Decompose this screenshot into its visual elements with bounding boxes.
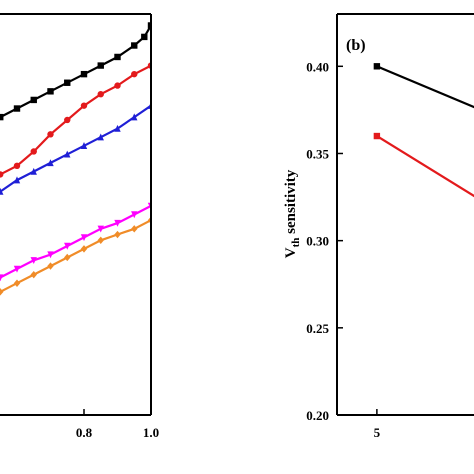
- panel-a-series-1-point: [30, 96, 37, 104]
- panel-a-series-2-point: [30, 148, 37, 155]
- panel-a-series-4-point: [131, 211, 138, 219]
- panel-a-frame: [0, 13, 152, 416]
- panel-a-series-3-point: [30, 167, 37, 175]
- panel-a-series-3-point: [80, 142, 88, 149]
- panel-a-series-5-point: [30, 270, 37, 279]
- panel-a-series-4-line: [0, 204, 151, 279]
- panel-b-frame: [336, 13, 474, 416]
- panel-a-series-1-point: [13, 105, 21, 112]
- panel-a-series-4-point: [114, 219, 121, 227]
- panel-a-series-4-point: [13, 265, 21, 273]
- panel-a-series-5-point: [13, 279, 21, 287]
- panel-a-series-1-point: [114, 53, 121, 61]
- panel-a-series-1-point: [131, 42, 138, 49]
- panel-a-series-5-point: [0, 288, 4, 296]
- panel-a-series-4-point: [47, 251, 54, 259]
- panel-a-series-5-point: [114, 230, 121, 239]
- panel-a-series-1-point: [141, 33, 148, 41]
- panel-a-series-1-point: [0, 113, 4, 121]
- panel-b-series-1-line: [376, 65, 474, 109]
- panel-a-series-4-point: [80, 234, 88, 242]
- panel-a-series-2-point: [0, 171, 4, 178]
- panel-a-series-3-point: [114, 124, 121, 132]
- panel-b-y-tick-label: 0.30: [306, 234, 329, 249]
- panel-a-series-3-point: [64, 150, 71, 158]
- panel-b-series: [373, 63, 474, 198]
- panel-a-series-2-point: [64, 116, 71, 124]
- panel-a-series-4-point: [64, 242, 71, 250]
- panel-a-series: [0, 22, 151, 296]
- panel-a-series-5-point: [47, 262, 54, 270]
- panel-b-y-ticks: 0.20 0.25 0.30 0.35 0.40: [306, 59, 343, 423]
- panel-a-series-2-point: [97, 91, 104, 98]
- panel-a-series-5-point: [80, 245, 88, 253]
- panel-b-y-tick-label: 0.35: [306, 146, 329, 161]
- panel-a-series-1-point: [64, 79, 71, 86]
- panel-a-series-2-point: [13, 162, 21, 170]
- panel-b-series-2-line: [376, 135, 474, 198]
- panel-a-series-1-point: [147, 22, 151, 29]
- panel-a-series-2-point: [47, 131, 54, 138]
- panel-a-series-2-point: [131, 70, 138, 78]
- panel-a-series-2-line: [0, 64, 151, 176]
- panel-b-y-axis-title: Vth sensitivity: [283, 169, 302, 258]
- panel-a-x-ticks: 0.8 1.0: [76, 409, 159, 440]
- panel-b-series-2-point: [373, 132, 381, 140]
- panel-a-series-3-point: [47, 159, 54, 167]
- panel-a-series-2-point: [114, 82, 121, 89]
- panel-a-series-3-point: [0, 187, 4, 195]
- panel-b-series-1-point: [373, 63, 381, 70]
- panel-a-series-5-point: [64, 253, 71, 262]
- panel-a-series-3-point: [131, 113, 138, 121]
- panel-b-y-tick-label: 0.25: [306, 321, 329, 336]
- panel-b-x-ticks: 5: [374, 409, 381, 440]
- panel-b: 0.20 0.25 0.30 0.35 0.40 5 (b) Vth sensitivi…: [283, 13, 474, 440]
- panel-a-series-1-point: [80, 70, 88, 78]
- panel-a-series-4-point: [30, 257, 37, 265]
- panel-a-series-3-point: [13, 176, 21, 184]
- panel-a-series-5-line: [0, 219, 151, 294]
- panel-a-series-2-point: [80, 102, 88, 109]
- panel-a-series-1-point: [47, 88, 54, 95]
- panel-b-label: (b): [346, 37, 366, 54]
- panel-b-x-tick-label: 5: [374, 425, 381, 440]
- panel-a-series-1-point: [97, 62, 104, 69]
- panel-a-series-4-point: [0, 274, 4, 282]
- panel-b-y-tick-label: 0.20: [306, 408, 329, 423]
- panel-a-series-3-line: [0, 104, 151, 193]
- panel-a-series-5-point: [97, 236, 104, 244]
- panel-a-series-3-point: [97, 133, 104, 141]
- panel-a: 0.8 1.0: [0, 13, 159, 440]
- panel-a-x-tick-label: 1.0: [143, 425, 159, 440]
- panel-b-y-tick-label: 0.40: [306, 59, 329, 74]
- panel-a-series-5-point: [131, 225, 138, 233]
- panel-a-x-tick-label: 0.8: [76, 425, 93, 440]
- panel-a-series-4-point: [97, 225, 104, 233]
